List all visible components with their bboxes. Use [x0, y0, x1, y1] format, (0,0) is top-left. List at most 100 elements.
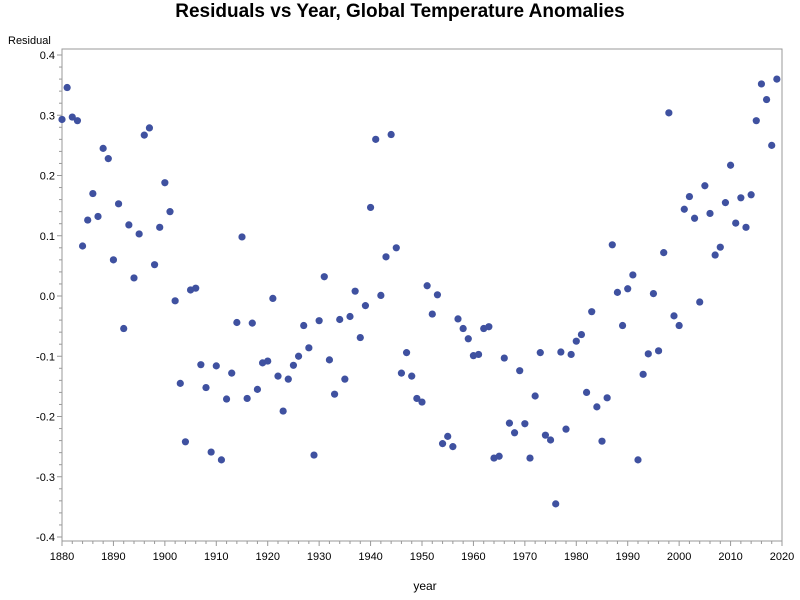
data-point [510, 429, 519, 437]
data-point [171, 297, 179, 305]
x-tick-label: 1900 [153, 551, 177, 563]
data-point [181, 438, 190, 446]
data-point [690, 214, 699, 222]
data-point [279, 407, 287, 415]
data-point [130, 274, 138, 282]
data-point [768, 141, 776, 149]
data-point [541, 431, 550, 439]
data-point [433, 291, 442, 299]
data-point [521, 420, 529, 428]
plot-frame [61, 48, 783, 542]
data-point [762, 95, 771, 104]
data-point [392, 244, 400, 252]
data-point [253, 385, 262, 393]
data-point [505, 419, 514, 427]
data-point [464, 335, 472, 343]
data-point [346, 312, 354, 321]
data-point [536, 349, 544, 357]
data-point [84, 216, 92, 224]
data-point [423, 282, 431, 290]
data-point [243, 394, 251, 403]
data-point [207, 448, 215, 456]
data-point [428, 310, 436, 318]
data-point [557, 348, 565, 356]
data-point [176, 379, 184, 387]
data-point [701, 182, 709, 190]
data-point [89, 189, 97, 198]
data-point [387, 130, 395, 139]
data-point [120, 324, 128, 333]
data-point [161, 179, 169, 187]
y-tick-label: -0.2 [36, 412, 55, 424]
y-tick-label: -0.1 [36, 351, 55, 363]
data-point [305, 344, 313, 352]
data-point [377, 291, 385, 299]
data-point [675, 321, 683, 330]
data-point [773, 75, 781, 83]
data-point [140, 131, 148, 139]
data-point [397, 369, 406, 377]
x-tick-label: 1880 [50, 551, 74, 563]
y-tick-label: 0.2 [40, 171, 55, 183]
data-point [665, 109, 673, 117]
data-point [644, 350, 652, 358]
data-point [341, 375, 349, 383]
data-point [372, 135, 380, 143]
data-point [418, 398, 426, 406]
data-point [150, 261, 159, 269]
data-point [552, 500, 560, 508]
data-point [197, 361, 205, 369]
y-tick-label: 0.1 [40, 231, 55, 243]
data-point [248, 319, 256, 327]
data-point [567, 350, 575, 359]
x-tick-label: 1910 [204, 551, 228, 563]
data-point [613, 288, 622, 296]
x-tick-label: 2010 [718, 551, 742, 563]
data-point [546, 436, 555, 444]
data-point [711, 251, 719, 259]
x-tick-label: 2000 [667, 551, 691, 563]
x-tick-label: 1960 [461, 551, 485, 563]
data-point [660, 249, 668, 257]
data-point [680, 205, 688, 213]
x-tick-label: 1990 [615, 551, 639, 563]
data-point [732, 219, 740, 227]
data-point [721, 199, 730, 207]
data-point [685, 192, 694, 201]
data-point [654, 347, 663, 355]
data-point [330, 390, 339, 398]
data-point [624, 285, 632, 293]
data-point [68, 113, 76, 121]
data-point [109, 256, 118, 264]
data-point [166, 208, 174, 216]
x-tick-label: 1940 [358, 551, 382, 563]
data-point [618, 321, 627, 330]
data-point [495, 452, 503, 460]
data-point [289, 361, 298, 369]
data-point [63, 83, 71, 92]
data-point [500, 354, 508, 362]
x-tick-label: 1890 [101, 551, 125, 563]
data-point [264, 357, 272, 365]
data-point [104, 155, 112, 163]
x-tick-label: 1950 [410, 551, 434, 563]
data-point [294, 352, 303, 360]
data-point [78, 242, 87, 250]
data-point [336, 315, 344, 324]
y-axis-label: Residual [8, 35, 51, 47]
y-tick-label: 0.3 [40, 110, 55, 122]
data-point [315, 317, 323, 325]
data-point [156, 223, 164, 231]
y-tick-label: 0.4 [40, 50, 55, 62]
data-point [351, 287, 359, 295]
data-point [135, 230, 143, 238]
data-point [449, 443, 457, 451]
data-point [737, 194, 745, 202]
data-point [629, 271, 637, 279]
x-axis-label: year [413, 579, 436, 593]
data-point [438, 440, 447, 448]
data-point [593, 403, 601, 411]
data-point [757, 80, 766, 88]
data-point [114, 200, 123, 208]
data-point [310, 451, 318, 459]
